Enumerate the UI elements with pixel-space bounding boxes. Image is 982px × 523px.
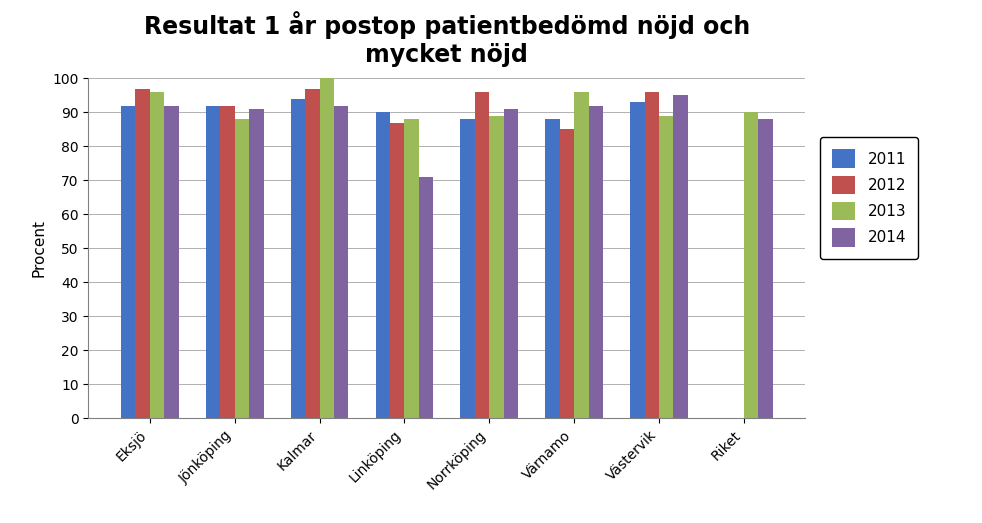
Bar — [588, 106, 603, 418]
Bar — [418, 177, 433, 418]
Bar — [461, 119, 475, 418]
Bar — [305, 89, 319, 418]
Bar — [489, 116, 504, 418]
Bar — [150, 92, 164, 418]
Bar — [475, 92, 489, 418]
Bar — [390, 123, 405, 418]
Bar — [206, 106, 220, 418]
Bar — [630, 103, 644, 418]
Bar — [644, 92, 659, 418]
Bar — [758, 119, 773, 418]
Bar — [249, 109, 263, 418]
Bar — [743, 112, 758, 418]
Bar — [674, 95, 687, 418]
Bar — [560, 130, 574, 418]
Title: Resultat 1 år postop patientbedömd nöjd och
mycket nöjd: Resultat 1 år postop patientbedömd nöjd … — [143, 11, 750, 67]
Legend: 2011, 2012, 2013, 2014: 2011, 2012, 2013, 2014 — [820, 137, 918, 259]
Bar — [504, 109, 518, 418]
Bar — [319, 78, 334, 418]
Bar — [291, 99, 305, 418]
Bar — [121, 106, 136, 418]
Y-axis label: Procent: Procent — [31, 220, 47, 277]
Bar — [375, 112, 390, 418]
Bar — [136, 89, 150, 418]
Bar — [235, 119, 249, 418]
Bar — [334, 106, 349, 418]
Bar — [405, 119, 418, 418]
Bar — [659, 116, 674, 418]
Bar — [164, 106, 179, 418]
Bar — [220, 106, 235, 418]
Bar — [574, 92, 588, 418]
Bar — [545, 119, 560, 418]
